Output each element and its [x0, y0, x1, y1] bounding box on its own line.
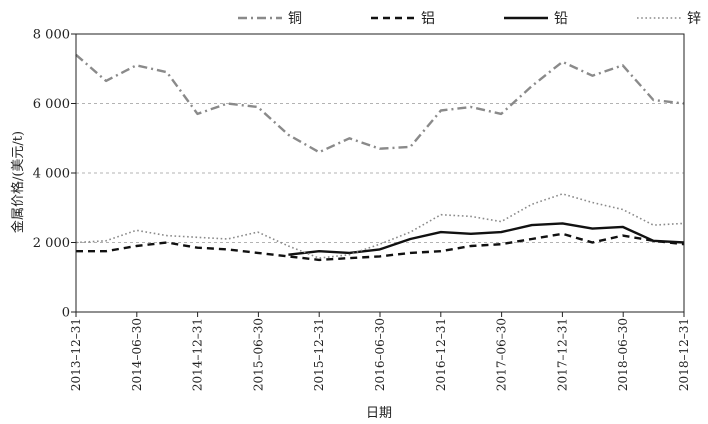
- legend-label: 铅: [554, 11, 568, 27]
- grid-lines: [76, 103, 684, 243]
- x-tick-label: 2018–12–31: [677, 318, 691, 391]
- y-axis-ticks: 0 2 000 4 000 6 000 8 000: [33, 28, 76, 321]
- y-tick-label: 8 000: [33, 28, 70, 43]
- x-tick-label: 2013–12–31: [69, 318, 83, 391]
- series-line-2: [288, 222, 685, 256]
- x-tick-label: 2014–12–31: [191, 318, 205, 391]
- x-tick-label: 2018–06–30: [616, 318, 630, 391]
- series-line-1: [76, 232, 685, 262]
- legend-label: 铝: [421, 11, 435, 27]
- y-tick-label: 2 000: [33, 236, 70, 251]
- y-tick-label: 0: [62, 306, 70, 321]
- series-line-0: [75, 53, 685, 154]
- legend-label: 锌: [687, 11, 701, 27]
- series-lines: [75, 53, 685, 262]
- y-axis-title: 金属价格/(美元/t): [10, 131, 26, 233]
- x-tick-label: 2017–06–30: [495, 318, 509, 391]
- x-axis-title: 日期: [366, 406, 392, 421]
- x-axis-ticks: 2013–12–31 2014–06–30 2014–12–31 2015–06–30…: [69, 312, 691, 391]
- y-tick-label: 4 000: [33, 167, 70, 182]
- legend: 铜铝铅锌: [238, 11, 701, 27]
- x-tick-label: 2015–06–30: [251, 318, 265, 391]
- legend-label: 铜: [288, 11, 302, 27]
- x-tick-label: 2016–06–30: [373, 318, 387, 391]
- x-tick-label: 2017–12–31: [555, 318, 569, 391]
- x-tick-label: 2015–12–31: [312, 318, 326, 391]
- x-tick-label: 2016–12–31: [434, 318, 448, 391]
- x-tick-label: 2014–06–30: [130, 318, 144, 391]
- y-tick-label: 6 000: [33, 97, 70, 112]
